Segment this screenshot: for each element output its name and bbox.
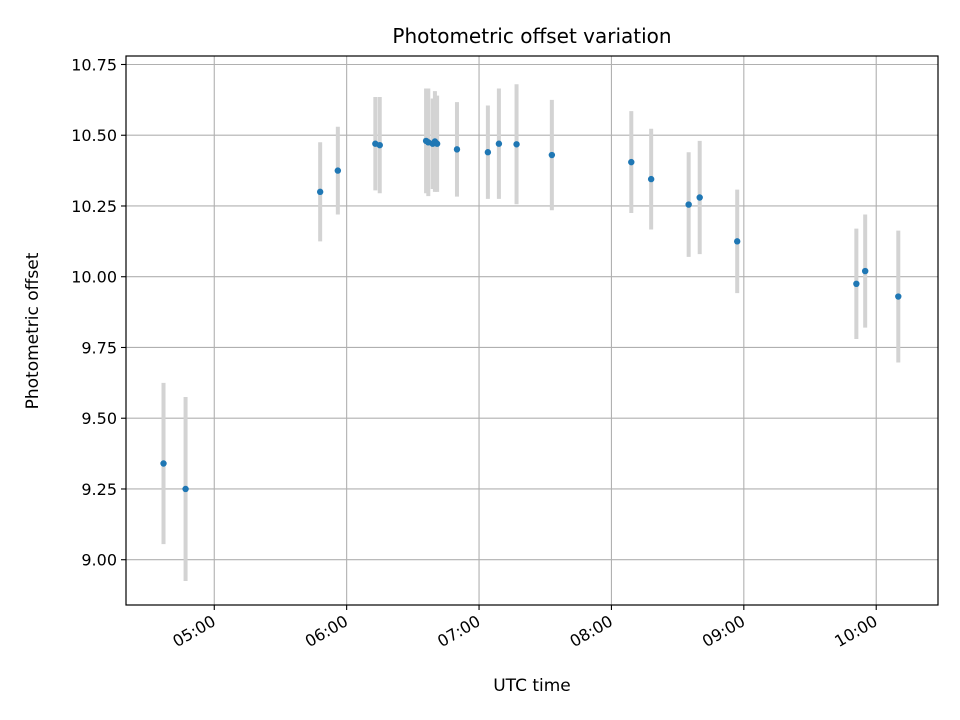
data-point [433, 140, 441, 147]
y-tick-label: 9.50 [81, 409, 117, 428]
chart-title: Photometric offset variation [392, 24, 671, 48]
data-points [160, 137, 902, 493]
data-point [696, 194, 703, 201]
y-axis-label: Photometric offset [23, 252, 43, 409]
y-tick-label: 9.00 [81, 551, 117, 570]
y-tick-label: 10.50 [71, 126, 117, 145]
data-point [853, 280, 860, 288]
data-point [376, 141, 383, 149]
data-point [548, 151, 556, 159]
data-point [182, 485, 189, 493]
data-point [647, 175, 655, 183]
y-tick-label: 10.00 [71, 268, 117, 287]
grid [126, 56, 938, 605]
data-point [160, 460, 167, 467]
data-point [513, 141, 520, 148]
data-point [495, 140, 503, 147]
data-point [861, 267, 869, 275]
data-point [895, 293, 902, 300]
data-point [453, 146, 461, 153]
data-point [334, 167, 342, 174]
plot-frame [125, 55, 939, 606]
y-tick-label: 9.75 [81, 338, 117, 357]
data-point [316, 188, 324, 196]
y-axis-ticks: 9.00 9.25 9.50 9.75 10.00 10.25 10.50 10.75 [71, 55, 126, 570]
y-tick-label: 10.25 [71, 197, 117, 216]
plot-area [126, 56, 938, 605]
y-tick-label: 9.25 [81, 480, 117, 499]
data-point [484, 149, 492, 156]
data-point [734, 238, 741, 245]
x-axis-label: UTC time [493, 676, 571, 696]
y-tick-label: 10.75 [71, 55, 117, 74]
data-point [628, 158, 635, 166]
data-point [685, 201, 692, 208]
